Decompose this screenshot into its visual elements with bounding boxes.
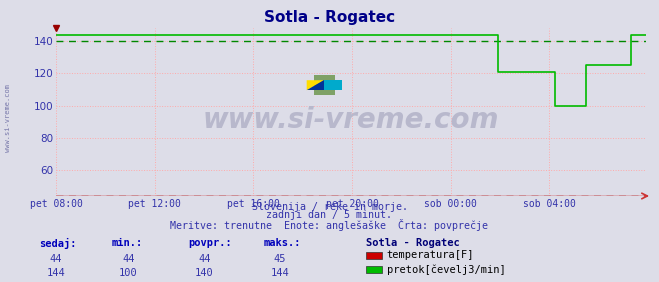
Text: www.si-vreme.com: www.si-vreme.com bbox=[203, 107, 499, 135]
Text: maks.:: maks.: bbox=[264, 238, 301, 248]
Polygon shape bbox=[324, 80, 342, 90]
Text: 140: 140 bbox=[195, 268, 214, 278]
Text: Slovenija / reke in morje.: Slovenija / reke in morje. bbox=[252, 202, 407, 212]
Text: 144: 144 bbox=[271, 268, 289, 278]
Text: zadnji dan / 5 minut.: zadnji dan / 5 minut. bbox=[266, 210, 393, 220]
Text: Sotla - Rogatec: Sotla - Rogatec bbox=[366, 238, 459, 248]
Text: 44: 44 bbox=[198, 254, 210, 264]
Polygon shape bbox=[306, 80, 324, 90]
Text: min.:: min.: bbox=[112, 238, 143, 248]
Text: 100: 100 bbox=[119, 268, 138, 278]
Text: 44: 44 bbox=[123, 254, 134, 264]
Text: www.si-vreme.com: www.si-vreme.com bbox=[5, 84, 11, 153]
FancyBboxPatch shape bbox=[314, 75, 335, 95]
Text: 144: 144 bbox=[47, 268, 65, 278]
Text: Meritve: trenutne  Enote: anglešaške  Črta: povprečje: Meritve: trenutne Enote: anglešaške Črta… bbox=[171, 219, 488, 231]
Text: 45: 45 bbox=[274, 254, 286, 264]
Polygon shape bbox=[306, 80, 324, 90]
Text: temperatura[F]: temperatura[F] bbox=[387, 250, 474, 260]
FancyBboxPatch shape bbox=[314, 75, 335, 95]
Text: Sotla - Rogatec: Sotla - Rogatec bbox=[264, 10, 395, 25]
Text: povpr.:: povpr.: bbox=[188, 238, 231, 248]
Text: pretok[čevelj3/min]: pretok[čevelj3/min] bbox=[387, 264, 505, 275]
Text: sedaj:: sedaj: bbox=[40, 238, 77, 249]
Text: 44: 44 bbox=[50, 254, 62, 264]
